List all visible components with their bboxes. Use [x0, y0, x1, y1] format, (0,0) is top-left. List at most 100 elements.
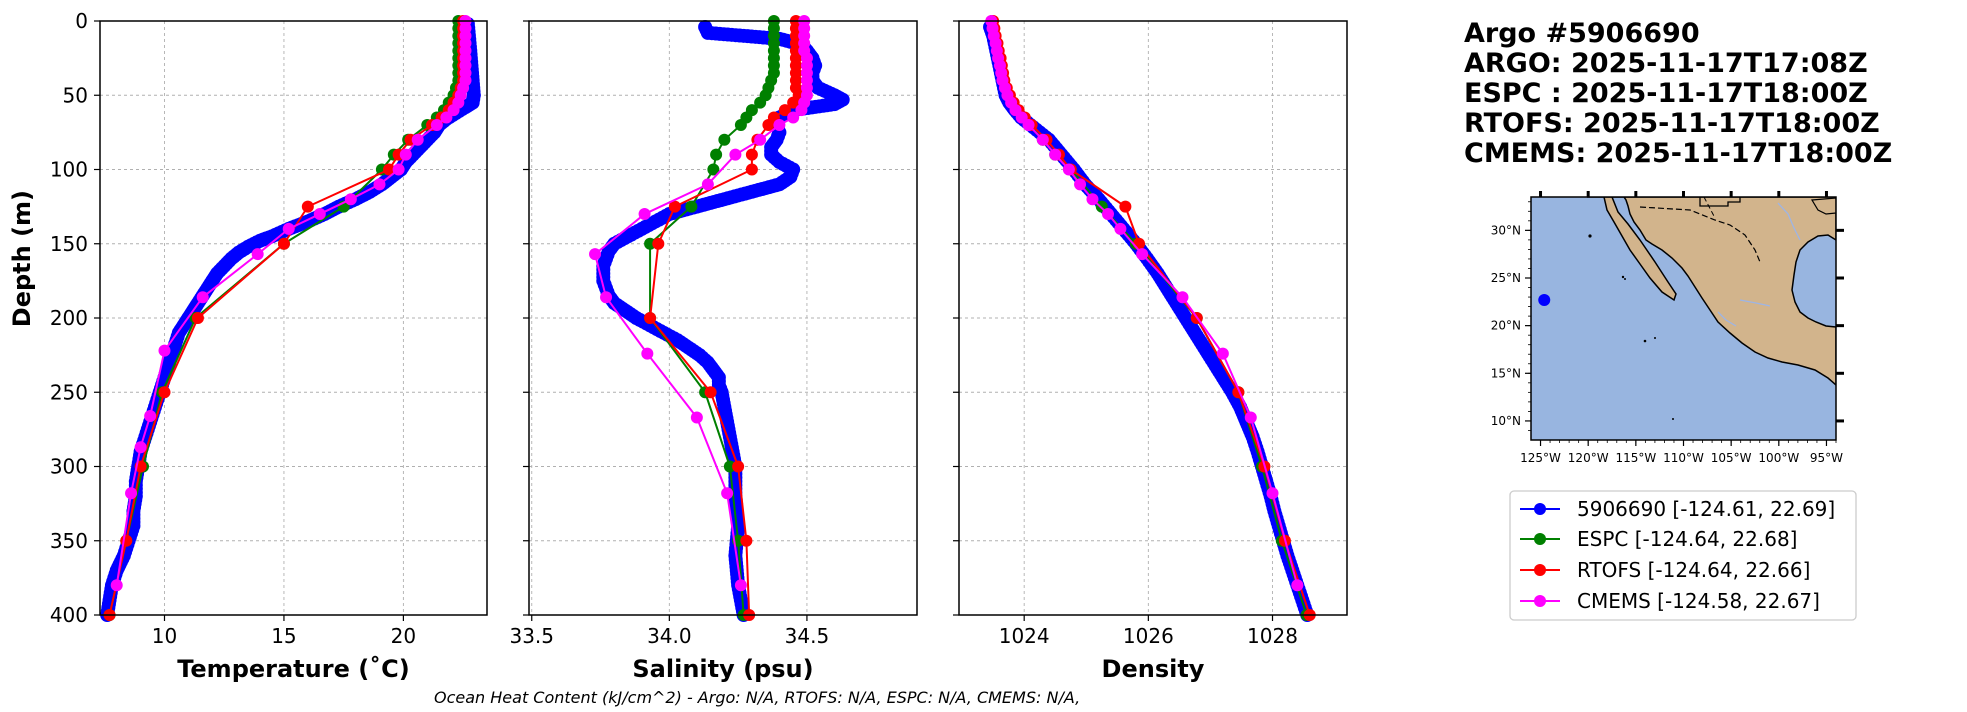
data-point-rtofs — [762, 118, 775, 131]
series-cmems — [985, 15, 1304, 592]
data-point-rtofs — [1133, 237, 1146, 250]
data-point-rtofs — [191, 312, 204, 324]
legend-label-argo: 5906690 [-124.61, 22.69] — [1577, 497, 1835, 521]
island-e — [1654, 337, 1656, 339]
title-line-cmems: CMEMS: 2025-11-17T18:00Z — [1464, 138, 1892, 169]
depth-ylabel: Depth (m) — [8, 190, 36, 327]
series-espc — [644, 15, 780, 621]
data-point-cmems — [1266, 487, 1279, 500]
data-point-espc — [707, 163, 720, 176]
salinity-panel: 33.5 34.0 34.5 Salinity (psu) — [509, 15, 918, 683]
data-point-cmems — [1086, 193, 1099, 206]
data-point-rtofs — [732, 460, 745, 473]
y-tick-label: 400 — [50, 603, 88, 627]
data-point-cmems — [721, 487, 734, 500]
data-point-cmems — [734, 579, 747, 592]
data-point-cmems — [787, 111, 800, 124]
data-point-espc — [644, 237, 657, 250]
data-point-rtofs — [787, 96, 800, 109]
data-point-rtofs — [158, 386, 171, 399]
data-point-cmems — [641, 347, 654, 360]
x-tick-label: 1024 — [999, 624, 1050, 648]
map-lon-label: 100°W — [1758, 451, 1799, 465]
data-point-cmems — [1062, 163, 1075, 176]
x-tick-label: 1026 — [1123, 624, 1174, 648]
data-point-cmems — [399, 148, 412, 161]
legend-marker-argo — [1534, 503, 1546, 515]
data-point-cmems — [251, 248, 264, 261]
data-point-rtofs — [301, 200, 314, 213]
map-lat-label: 15°N — [1491, 366, 1521, 380]
data-point-cmems — [1036, 133, 1049, 146]
data-point-rtofs — [668, 200, 681, 213]
data-point-cmems — [1291, 579, 1304, 592]
density-panel: 1024 1026 1028 Density — [953, 15, 1348, 683]
legend-entry-cmems: CMEMS [-124.58, 22.67] — [1520, 589, 1820, 613]
map-ticks: 30°N 25°N 20°N 15°N 10°N 125°W 120°W 115°W 110°W… — [1491, 191, 1844, 465]
data-point-rtofs — [277, 237, 290, 250]
data-point-cmems — [144, 410, 157, 423]
river-a — [1777, 202, 1801, 241]
data-point-rtofs — [745, 148, 758, 161]
title-line-argo: ARGO: 2025-11-17T17:08Z — [1464, 48, 1868, 79]
y-tick-label: 200 — [50, 306, 88, 330]
title-line-float: Argo #5906690 — [1464, 18, 1700, 49]
data-point-rtofs — [644, 312, 657, 324]
series-line-cmems — [990, 20, 1299, 586]
argo-float-marker — [1538, 294, 1551, 307]
legend-entry-espc: ESPC [-124.64, 22.68] — [1520, 527, 1798, 551]
x-tick-label: 1028 — [1247, 624, 1298, 648]
data-point-rtofs — [652, 237, 665, 250]
map-lon-label: 120°W — [1568, 451, 1609, 465]
map-lon-label: 105°W — [1711, 451, 1752, 465]
legend-entry-argo: 5906690 [-124.61, 22.69] — [1520, 497, 1835, 521]
x-tick-label: 34.0 — [647, 624, 692, 648]
x-tick-label: 10 — [152, 624, 177, 648]
x-tick-label: 33.5 — [509, 624, 554, 648]
river-b — [1739, 299, 1771, 307]
map-lon-label: 115°W — [1615, 451, 1656, 465]
title-block: Argo #5906690 ARGO: 2025-11-17T17:08Z ES… — [1464, 18, 1892, 169]
data-point-cmems — [134, 441, 147, 454]
legend-label-espc: ESPC [-124.64, 22.68] — [1577, 527, 1798, 551]
data-point-cmems — [1101, 208, 1114, 221]
data-point-espc — [723, 460, 736, 473]
data-point-cmems — [638, 208, 651, 221]
salinity-xlabel: Salinity (psu) — [632, 655, 813, 683]
data-point-cmems — [447, 104, 460, 117]
state-border-a — [1703, 197, 1716, 219]
data-point-cmems — [1244, 411, 1257, 424]
data-point-cmems — [1136, 248, 1149, 261]
map-lat-label: 30°N — [1491, 223, 1521, 237]
data-point-espc — [754, 96, 767, 109]
series-argo — [100, 16, 481, 622]
series-cmems — [110, 15, 472, 592]
y-tick-label: 100 — [50, 158, 88, 182]
coast-detail — [1699, 197, 1741, 207]
data-point-cmems — [1216, 347, 1229, 360]
legend-label-cmems: CMEMS [-124.58, 22.67] — [1577, 589, 1820, 613]
data-point-cmems — [754, 133, 767, 146]
island-f — [1672, 418, 1674, 420]
data-point-cmems — [1049, 148, 1062, 161]
legend-marker-cmems — [1534, 595, 1546, 607]
data-point-espc — [710, 148, 723, 161]
legend-box — [1509, 490, 1857, 621]
data-point-cmems — [313, 208, 326, 221]
data-point-cmems — [729, 148, 742, 161]
y-tick-label: 300 — [50, 455, 88, 479]
legend-marker-rtofs — [1534, 564, 1546, 576]
data-point-espc — [734, 118, 747, 131]
series-cmems — [589, 15, 813, 592]
map-lon-label: 125°W — [1520, 451, 1561, 465]
data-point-cmems — [795, 104, 808, 117]
map-lat-label: 10°N — [1491, 414, 1521, 428]
y-tick-label: 150 — [50, 232, 88, 256]
island-c — [1624, 278, 1626, 280]
series-line-cmems — [594, 21, 808, 586]
x-tick-label: 34.5 — [785, 624, 830, 648]
data-point-cmems — [196, 291, 209, 304]
data-point-cmems — [440, 111, 453, 124]
island-b — [1621, 275, 1625, 279]
map-lon-label: 95°W — [1810, 451, 1843, 465]
